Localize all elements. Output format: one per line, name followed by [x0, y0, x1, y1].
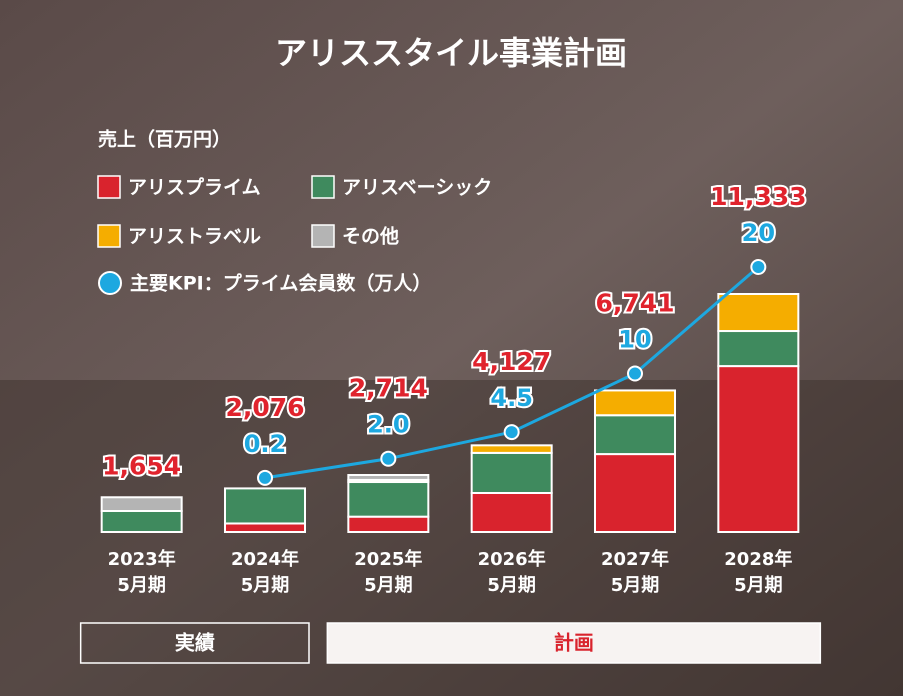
- bar-segment: [470, 492, 553, 534]
- period-box: [326, 622, 822, 664]
- x-tick-label: 2027年: [601, 548, 669, 570]
- kpi-point: [503, 424, 520, 441]
- period-label: 実績: [175, 631, 215, 655]
- kpi-label: 2.0: [367, 411, 410, 439]
- bar-segment: [100, 509, 183, 534]
- x-tick-label: 5月期: [117, 575, 166, 596]
- bar-segment: [594, 453, 676, 533]
- period-box: [79, 622, 310, 664]
- bar-segment: [100, 496, 183, 512]
- kpi-point: [257, 469, 273, 486]
- chart-title: アリススタイル事業計画: [275, 34, 627, 72]
- kpi-point: [627, 365, 643, 382]
- x-tick-label: 2028年: [724, 548, 792, 570]
- legend-label: アリスベーシック: [342, 177, 492, 199]
- x-tick-label: 5月期: [241, 575, 290, 596]
- x-tick-label: 2024年: [231, 548, 299, 570]
- x-tick-label: 5月期: [611, 575, 660, 596]
- bar-segment: [224, 487, 306, 525]
- kpi-point: [380, 450, 397, 467]
- bar-segment: [717, 365, 800, 533]
- total-label: 2,076: [225, 393, 304, 422]
- bar-segment: [347, 515, 430, 534]
- legend-swatch: [311, 224, 335, 248]
- period-label: 計画: [554, 631, 594, 655]
- legend-title: 売上（百万円）: [98, 128, 231, 151]
- total-label: 11,333: [710, 182, 806, 211]
- kpi-point: [750, 259, 767, 275]
- legend-swatch: [311, 175, 335, 199]
- bar-segment: [224, 522, 306, 534]
- kpi-label: 10: [618, 326, 651, 354]
- legend-label: 主要KPI：プライム会員数（万人）: [130, 272, 431, 295]
- kpi-label: 20: [742, 219, 775, 247]
- legend-swatch: [97, 224, 121, 248]
- kpi-label: 4.5: [490, 384, 533, 412]
- total-label: 4,127: [472, 347, 551, 376]
- x-tick-label: 2025年: [354, 548, 422, 570]
- x-tick-label: 2026年: [478, 548, 546, 570]
- x-tick-label: 5月期: [487, 575, 536, 596]
- x-tick-label: 5月期: [734, 575, 783, 596]
- x-tick-label: 2023年: [108, 548, 176, 570]
- x-tick-label: 5月期: [364, 575, 413, 596]
- legend-label: その他: [342, 225, 399, 248]
- bar-segment: [594, 389, 676, 417]
- legend-label: アリスプライム: [128, 176, 261, 199]
- total-label: 1,654: [102, 451, 181, 480]
- bar-segment: [470, 451, 553, 495]
- bar-segment: [347, 481, 430, 518]
- bar-segment: [347, 474, 430, 481]
- bar-segment: [717, 330, 800, 368]
- legend-swatch: [98, 271, 122, 295]
- legend-swatch: [97, 175, 121, 199]
- legend-label: アリストラベル: [128, 226, 261, 248]
- kpi-label: 0.2: [244, 430, 287, 458]
- bar-segment: [717, 293, 800, 333]
- total-label: 6,741: [595, 289, 674, 318]
- bar-segment: [594, 414, 676, 456]
- total-label: 2,714: [349, 374, 428, 403]
- bar-segment: [470, 444, 553, 454]
- plot: 2023年 5月期 2024年 5月期 2025年 5月期 2026年 5月期 2027年 5月期…: [79, 180, 822, 664]
